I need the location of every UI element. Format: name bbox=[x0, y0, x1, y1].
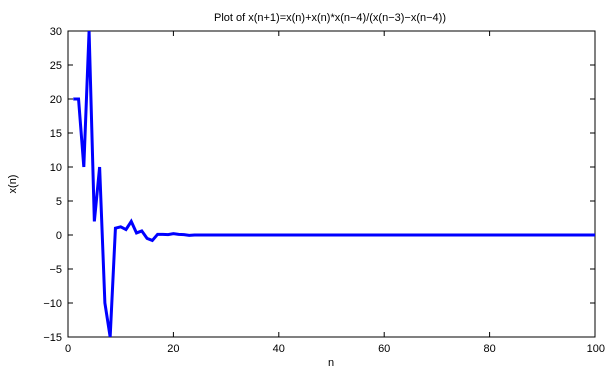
chart-title: Plot of x(n+1)=x(n)+x(n)*x(n−4)/(x(n−3)−… bbox=[214, 12, 446, 24]
series-layer bbox=[73, 31, 595, 337]
x-tick-label: 100 bbox=[587, 343, 605, 355]
y-tick-label: 0 bbox=[56, 230, 62, 242]
x-tick-label: 20 bbox=[167, 343, 179, 355]
y-tick-label: 20 bbox=[50, 94, 62, 106]
y-tick-label: −10 bbox=[43, 298, 62, 310]
y-tick-label: −5 bbox=[49, 264, 62, 276]
y-tick-label: −15 bbox=[43, 332, 62, 344]
x-tick-label: 80 bbox=[483, 343, 495, 355]
x-tick-label: 60 bbox=[378, 343, 390, 355]
x-axis-label: n bbox=[328, 357, 334, 369]
x-tick-label: 0 bbox=[65, 343, 71, 355]
y-tick-label: 15 bbox=[50, 128, 62, 140]
x-axis-ticks: 0 20 40 60 80 100 bbox=[65, 31, 605, 355]
series-line-0 bbox=[73, 31, 595, 337]
x-tick-label: 40 bbox=[273, 343, 285, 355]
y-tick-label: 25 bbox=[50, 60, 62, 72]
y-axis-label: x(n) bbox=[7, 175, 19, 194]
y-tick-label: 5 bbox=[56, 196, 62, 208]
y-tick-label: 10 bbox=[50, 162, 62, 174]
y-tick-label: 30 bbox=[50, 26, 62, 38]
plot-area bbox=[67, 30, 596, 338]
